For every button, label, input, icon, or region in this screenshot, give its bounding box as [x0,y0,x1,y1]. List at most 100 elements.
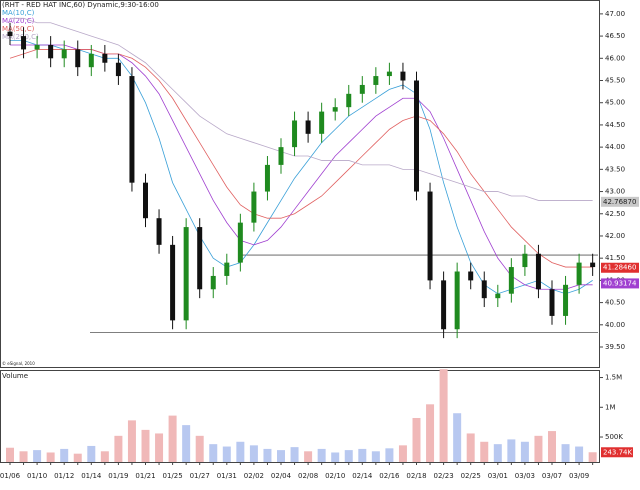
candle-body [563,284,569,316]
volume-bar [73,453,82,462]
candle-body [278,147,284,165]
volume-bar [507,439,516,462]
candle-body [454,271,460,330]
candle-body [183,227,189,321]
volume-bar [426,404,435,462]
x-tick-label: 03/01 [488,472,508,480]
volume-bar [466,433,475,462]
candle-body [481,280,487,299]
candle-body [400,71,406,81]
volume-bar [453,413,462,462]
volume-bar [575,446,584,462]
candle-body [386,71,392,77]
candle-body [170,244,176,321]
y-tick-label: 41.50 [605,254,625,262]
y-tick-label: 40.50 [605,299,625,307]
y-tick-label: 45.00 [605,99,625,107]
candle-body [237,222,243,263]
candle-body [34,44,40,50]
candle-body [590,262,596,268]
volume-bar [209,444,218,462]
y-tick-label: 45.50 [605,77,625,85]
candle-body [468,271,474,281]
moving-average [9,49,593,268]
volume-bar [548,431,556,462]
candle-body [441,280,447,330]
candle-body [346,93,352,108]
volume-bar [127,420,136,462]
candle-body [48,44,54,59]
candle-body [7,31,13,37]
volume-bar [304,451,313,462]
moving-average [10,17,593,201]
volume-tick-label: 500K [605,433,623,441]
price-panel [0,0,600,368]
volume-bar [561,444,570,462]
volume-bar [100,451,109,462]
legend-entry: MA(200,C) [2,33,39,41]
candle-body [292,120,298,148]
candle-body [359,84,365,94]
x-tick-label: 02/18 [406,472,426,480]
volume-bar [398,445,407,462]
candle-body [427,191,433,281]
x-tick-label: 03/09 [569,472,589,480]
price-tag-label: 40.93174 [603,279,637,287]
volume-bar [114,435,123,462]
candle-body [102,53,108,63]
volume-bar [6,447,14,462]
volume-bar [371,451,380,462]
y-tick-label: 42.50 [605,210,625,218]
x-tick-label: 02/23 [434,472,454,480]
volume-tag [601,447,633,458]
candle-body [264,164,270,192]
x-tick-label: 01/31 [217,472,237,480]
volume-tag-label: 243.74K [603,448,632,456]
y-tick-label: 47.00 [605,10,625,18]
volume-bar [222,446,231,462]
y-tick-label: 44.50 [605,121,625,129]
y-tick-label: 39.50 [605,343,625,351]
candle-body [224,262,230,276]
y-tick-label: 46.00 [605,54,625,62]
candle-body [143,182,148,219]
legend-entry: MA(20,C) [2,17,35,25]
volume-bar [331,452,340,462]
candle-body [319,111,325,134]
x-tick-label: 02/16 [379,472,400,480]
volume-bar [290,447,299,462]
candle-body [129,76,135,183]
candle-body [21,36,27,50]
volume-bar [168,415,177,462]
candle-body [197,227,203,290]
x-tick-label: 02/08 [298,472,318,480]
candle-body [305,120,311,134]
volume-bar [46,452,55,462]
x-tick-label: 03/03 [515,472,535,480]
volume-bar [520,441,529,462]
y-tick-label: 46.50 [605,32,625,40]
chart-title: (RHT - RED HAT INC,60) Dynamic,9:30-16:0… [2,1,159,9]
volume-bar [480,441,489,462]
candle-body [522,253,528,268]
volume-bar [344,450,353,462]
x-tick-label: 01/06 [0,472,21,480]
volume-bar [317,448,326,462]
volume-bar [277,450,285,462]
volume-bar [263,448,272,462]
candle-body [115,62,121,77]
volume-bar [182,425,191,462]
x-tick-label: 01/10 [27,472,47,480]
price-tag [601,278,639,289]
candle-body [576,262,582,285]
volume-panel [0,370,600,463]
volume-bar [412,417,421,462]
price-tag-label: 41.28460 [603,264,636,272]
price-tag-label: 42.76870 [603,198,636,206]
y-tick-label: 43.00 [605,188,625,196]
candle-body [210,275,216,290]
candle-body [535,253,541,290]
candle-body [75,49,81,68]
candle-body [156,218,162,245]
